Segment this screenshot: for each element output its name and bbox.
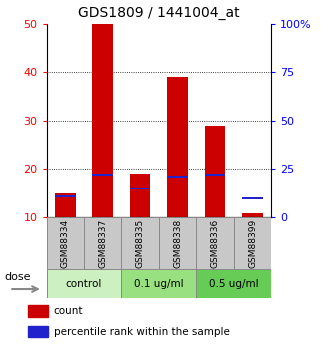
- Text: GSM88399: GSM88399: [248, 219, 257, 268]
- Bar: [205, 126, 225, 217]
- Text: control: control: [66, 279, 102, 289]
- Text: GSM88335: GSM88335: [136, 219, 145, 268]
- Text: GSM88336: GSM88336: [211, 219, 220, 268]
- Bar: [47, 269, 121, 298]
- Bar: [28, 305, 48, 317]
- Title: GDS1809 / 1441004_at: GDS1809 / 1441004_at: [78, 6, 240, 20]
- Bar: [84, 217, 121, 269]
- Bar: [242, 197, 263, 199]
- Bar: [167, 77, 188, 217]
- Text: GSM88337: GSM88337: [98, 219, 107, 268]
- Bar: [121, 269, 196, 298]
- Bar: [130, 188, 151, 189]
- Bar: [205, 174, 225, 176]
- Bar: [196, 217, 234, 269]
- Bar: [55, 195, 75, 197]
- Bar: [121, 217, 159, 269]
- Text: 0.1 ug/ml: 0.1 ug/ml: [134, 279, 184, 289]
- Text: GSM88338: GSM88338: [173, 219, 182, 268]
- Bar: [196, 269, 271, 298]
- Bar: [92, 24, 113, 217]
- Bar: [130, 174, 151, 217]
- Text: percentile rank within the sample: percentile rank within the sample: [54, 327, 230, 337]
- Bar: [55, 193, 75, 217]
- Text: count: count: [54, 306, 83, 316]
- Bar: [28, 326, 48, 337]
- Bar: [92, 174, 113, 176]
- Bar: [242, 213, 263, 217]
- Bar: [47, 217, 84, 269]
- Bar: [167, 176, 188, 178]
- Bar: [234, 217, 271, 269]
- Text: dose: dose: [4, 272, 31, 282]
- Text: GSM88334: GSM88334: [61, 219, 70, 268]
- Bar: [159, 217, 196, 269]
- Text: 0.5 ug/ml: 0.5 ug/ml: [209, 279, 259, 289]
